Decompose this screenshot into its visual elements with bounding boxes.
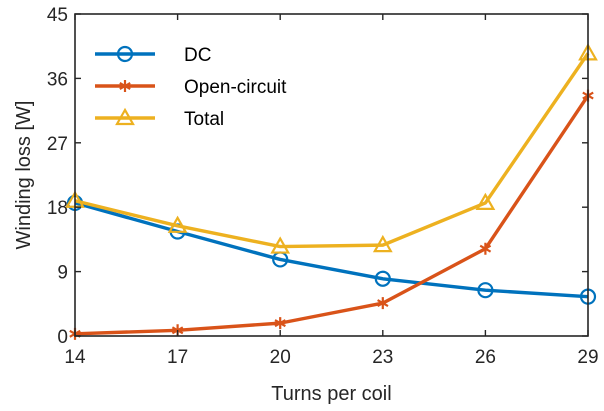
y-tick-label-45: 45 <box>47 5 68 26</box>
x-axis-ticks: 14 17 20 23 26 29 <box>64 14 599 368</box>
x-tick-label-26: 26 <box>475 347 496 368</box>
plot-frame <box>74 13 589 337</box>
y-tick-label-0: 0 <box>57 327 68 348</box>
legend-label-dc: DC <box>184 45 211 66</box>
data-point-total-20 <box>270 236 291 254</box>
legend-marker-total <box>115 107 135 126</box>
data-point-dc-23 <box>374 270 391 287</box>
x-tick-label-17: 17 <box>167 347 188 368</box>
legend: DC Open-circuit Total <box>95 45 287 130</box>
y-axis-label: Winding loss [W] <box>13 101 35 250</box>
legend-marker-open-circuit <box>119 80 131 92</box>
series-line-total <box>74 52 590 249</box>
legend-label-total: Total <box>184 109 224 130</box>
data-point-total-23 <box>372 234 393 253</box>
y-tick-label-9: 9 <box>57 263 68 284</box>
x-axis-label: Turns per coil <box>271 383 391 405</box>
data-point-open-circuit-23 <box>377 297 389 310</box>
series-line-open-circuit <box>74 94 590 336</box>
data-point-total-17 <box>167 215 188 233</box>
x-tick-label-23: 23 <box>372 347 393 368</box>
legend-label-open-circuit: Open-circuit <box>184 77 287 98</box>
series-line-dc <box>74 201 589 299</box>
y-tick-label-36: 36 <box>47 69 68 90</box>
data-point-dc-26 <box>477 282 494 299</box>
x-tick-label-29: 29 <box>577 347 598 368</box>
data-point-total-26 <box>475 192 496 211</box>
legend-marker-dc <box>116 45 134 63</box>
data-point-open-circuit-20 <box>274 317 286 330</box>
x-tick-label-20: 20 <box>270 347 291 368</box>
y-tick-label-18: 18 <box>47 198 68 219</box>
y-tick-label-27: 27 <box>47 134 68 155</box>
data-point-open-circuit-26 <box>479 242 492 255</box>
x-tick-label-14: 14 <box>64 347 86 368</box>
